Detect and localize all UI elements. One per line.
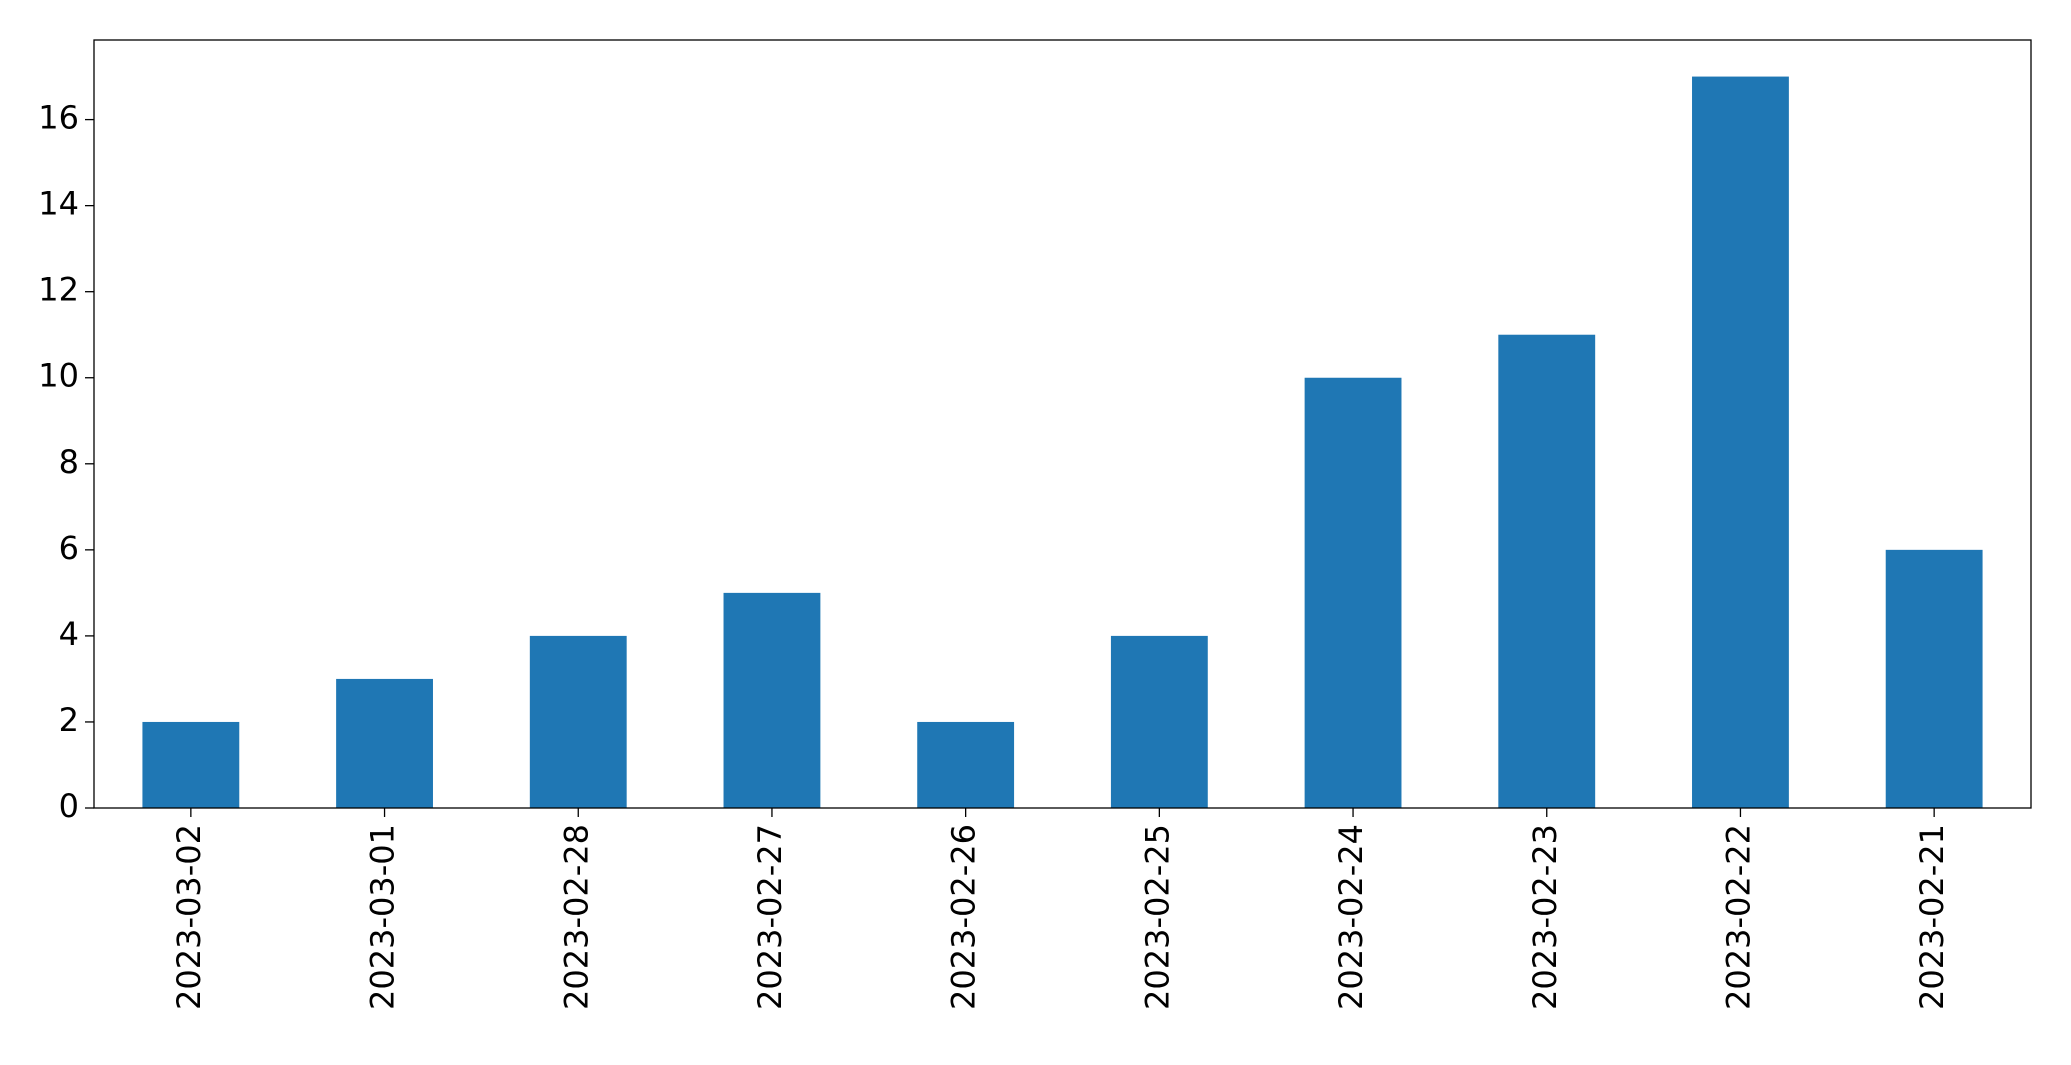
x-tick-label: 2023-02-23: [1526, 824, 1564, 1010]
bar: [1885, 549, 1983, 808]
x-tick-label: 2023-02-22: [1719, 824, 1757, 1010]
x-tick-label: 2023-02-24: [1332, 824, 1370, 1010]
x-tick-label: 2023-03-01: [364, 824, 402, 1010]
bar: [529, 635, 627, 808]
plot-frame: [93, 39, 2032, 809]
bar: [917, 721, 1015, 808]
bar: [336, 678, 433, 808]
x-tick-label: 2023-03-02: [170, 824, 208, 1010]
y-tick-label: 10: [38, 357, 79, 395]
y-tick-label: 16: [38, 99, 79, 137]
bar: [1304, 377, 1402, 808]
x-tick-label: 2023-02-25: [1138, 824, 1176, 1010]
y-tick-label: 0: [59, 787, 79, 825]
y-tick-label: 14: [38, 185, 79, 223]
y-tick-label: 12: [38, 271, 79, 309]
x-tick-label: 2023-02-26: [945, 824, 983, 1010]
bar: [1498, 334, 1596, 808]
x-tick-label: 2023-02-27: [751, 824, 789, 1010]
x-tick-label: 2023-02-21: [1913, 824, 1951, 1010]
y-tick-label: 4: [59, 615, 79, 653]
y-tick-label: 8: [59, 443, 79, 481]
x-tick-label: 2023-02-28: [557, 824, 595, 1010]
bar: [1110, 635, 1208, 808]
y-tick-label: 2: [59, 701, 79, 739]
bar: [142, 721, 240, 808]
bar: [1692, 76, 1789, 809]
y-tick-label: 6: [59, 529, 79, 567]
bar: [723, 592, 821, 808]
